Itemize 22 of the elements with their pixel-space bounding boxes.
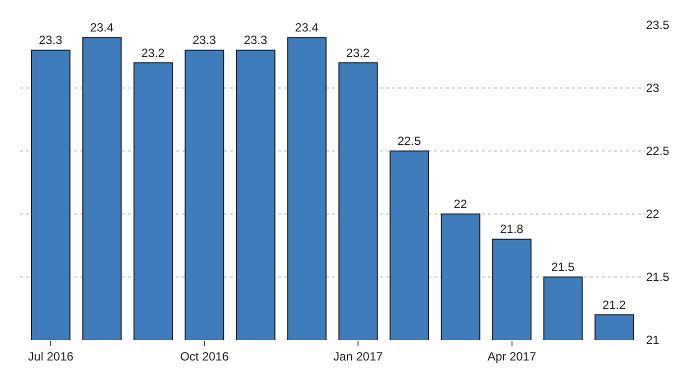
y-tick-label: 22 <box>646 207 660 222</box>
y-tick-label: 23 <box>646 81 660 96</box>
data-label: 23.2 <box>141 46 166 60</box>
x-tick-label: Jul 2016 <box>28 349 74 364</box>
x-tick-label: Apr 2017 <box>487 349 536 364</box>
data-label: 22.5 <box>398 134 422 148</box>
y-tick-label: 21.5 <box>646 270 670 284</box>
y-tick-label: 21 <box>646 333 660 348</box>
data-label: 21.2 <box>602 298 626 312</box>
data-label: 23.3 <box>192 33 216 48</box>
data-label: 23.4 <box>90 20 114 35</box>
data-label: 23.4 <box>295 20 319 35</box>
x-tick-label: Jan 2017 <box>333 349 384 364</box>
data-label: 23.3 <box>38 33 63 48</box>
y-tick-label: 22.5 <box>646 144 670 158</box>
data-label: 21.8 <box>500 222 524 236</box>
x-tick-label: Oct 2016 <box>180 349 230 364</box>
data-label: 21.5 <box>551 260 575 274</box>
data-label: 23.2 <box>346 46 370 60</box>
y-tick-label: 23.5 <box>646 18 670 32</box>
data-label: 23.3 <box>244 33 268 48</box>
data-label: 22 <box>454 197 468 211</box>
